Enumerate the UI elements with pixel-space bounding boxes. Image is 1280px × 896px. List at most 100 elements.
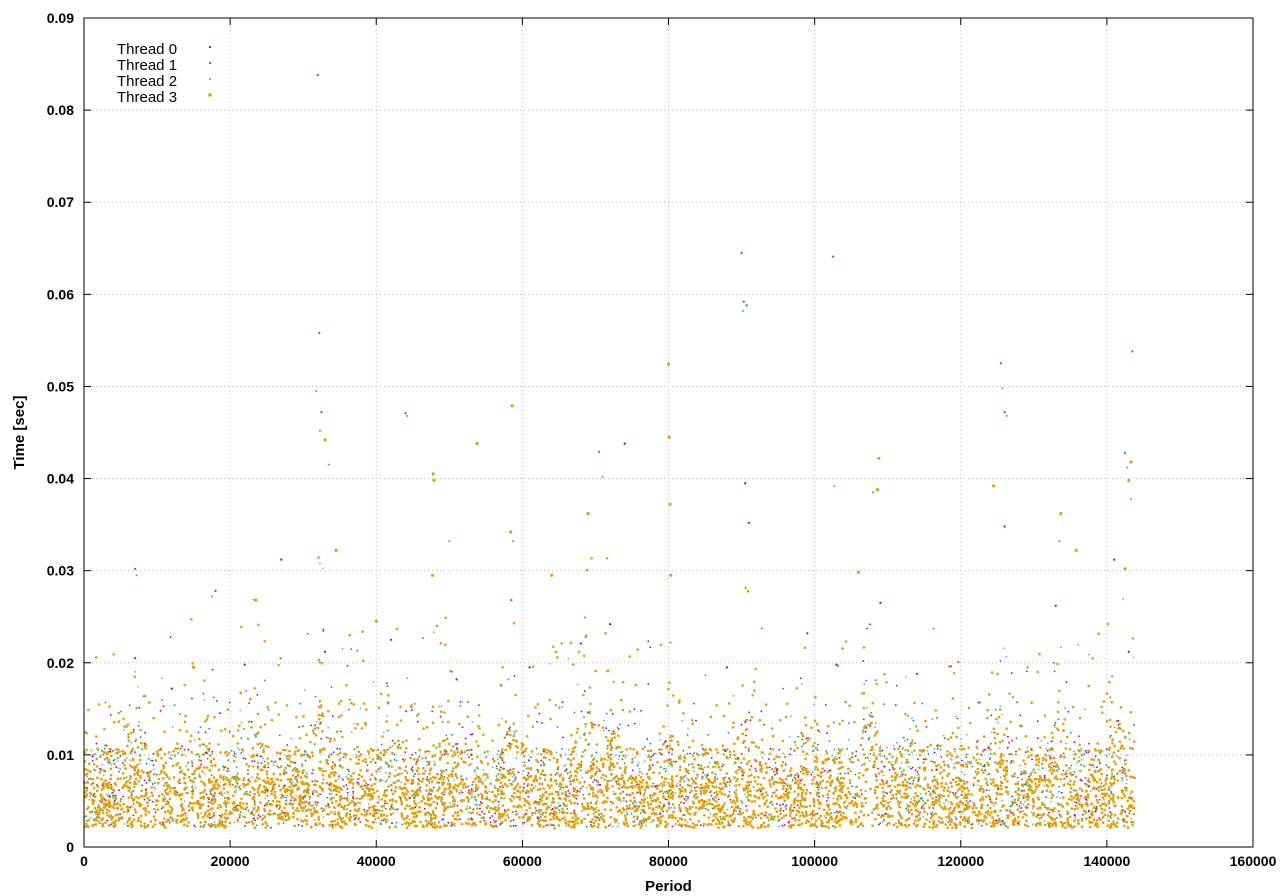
dense-point [933, 803, 936, 806]
dense-point [589, 702, 592, 706]
dense-point [777, 796, 780, 800]
dense-point [640, 812, 642, 814]
dense-point [530, 750, 534, 753]
dense-point [361, 630, 365, 633]
dense-point [542, 825, 545, 828]
dense-point [1037, 760, 1041, 764]
dense-point [943, 737, 946, 740]
dense-point [1100, 811, 1104, 814]
dense-point [911, 782, 915, 785]
dense-point [662, 743, 665, 746]
dense-point [600, 812, 603, 815]
dense-point [486, 750, 489, 753]
dense-point [219, 729, 223, 732]
dense-point [816, 793, 819, 797]
dense-point [1055, 769, 1059, 772]
dense-point [947, 786, 950, 789]
dense-point [187, 748, 190, 751]
dense-point [863, 724, 867, 728]
dense-point [1116, 796, 1120, 800]
dense-point [716, 762, 719, 766]
dense-point [1130, 817, 1133, 820]
dense-point [379, 766, 383, 770]
dense-point [501, 717, 503, 720]
dense-point [924, 792, 928, 795]
dense-point [163, 752, 167, 756]
dense-point [951, 732, 955, 735]
dense-point [609, 753, 612, 756]
dense-point [1088, 763, 1092, 766]
dense-point [150, 759, 153, 762]
dense-point [618, 783, 621, 786]
dense-point [430, 824, 433, 826]
dense-point [296, 749, 300, 753]
dense-point [981, 749, 985, 753]
dense-point [760, 767, 763, 770]
dense-point [903, 739, 906, 742]
dense-point [1042, 759, 1044, 762]
dense-point [928, 820, 931, 823]
dense-point [158, 773, 161, 776]
dense-point [938, 803, 941, 807]
dense-point [384, 780, 387, 783]
dense-point [88, 798, 91, 801]
dense-point [929, 787, 932, 789]
dense-point [548, 793, 551, 796]
dense-point [200, 763, 203, 766]
dense-point [1107, 788, 1110, 791]
dense-point [830, 812, 832, 814]
dense-point [605, 712, 608, 715]
dense-point [984, 777, 987, 781]
dense-point [278, 752, 282, 755]
dense-point [658, 801, 662, 804]
dense-point [275, 800, 279, 803]
dense-point [825, 817, 828, 819]
dense-point [864, 757, 867, 759]
dense-point [468, 763, 471, 767]
dense-point [512, 734, 516, 738]
dense-point [911, 739, 914, 742]
dense-point [334, 784, 337, 788]
dense-point [158, 748, 161, 752]
dense-point [539, 798, 541, 801]
dense-point [488, 798, 492, 802]
dense-point [652, 807, 655, 810]
dense-point [135, 706, 138, 710]
dense-point [459, 701, 462, 703]
dense-point [1006, 825, 1009, 829]
dense-point [359, 753, 363, 756]
dense-point [868, 737, 870, 739]
dense-point [308, 754, 311, 758]
dense-point [1072, 783, 1075, 786]
dense-point [741, 684, 744, 687]
dense-point [235, 789, 238, 791]
dense-point [363, 808, 365, 811]
dense-point [127, 739, 130, 742]
dense-point [746, 798, 750, 801]
dense-point [1097, 749, 1101, 752]
dense-point [139, 762, 142, 765]
dense-point [988, 789, 991, 792]
dense-point [539, 795, 542, 797]
dense-point [336, 818, 339, 821]
dense-point [612, 681, 615, 683]
dense-point [1063, 755, 1066, 759]
dense-point [412, 775, 415, 778]
dense-point [946, 789, 949, 792]
dense-point [914, 742, 916, 744]
dense-point [910, 767, 912, 770]
dense-point [479, 820, 482, 823]
dense-point [377, 795, 380, 799]
dense-point [171, 764, 175, 768]
dense-point [804, 724, 808, 727]
dense-point [301, 725, 305, 728]
dense-point [913, 799, 916, 802]
dense-point [704, 748, 707, 751]
dense-point [990, 671, 994, 674]
dense-point [290, 737, 293, 740]
dense-point [626, 779, 629, 782]
dense-point [253, 792, 256, 796]
dense-point [316, 726, 320, 730]
dense-point [520, 807, 523, 809]
dense-point [992, 819, 996, 822]
